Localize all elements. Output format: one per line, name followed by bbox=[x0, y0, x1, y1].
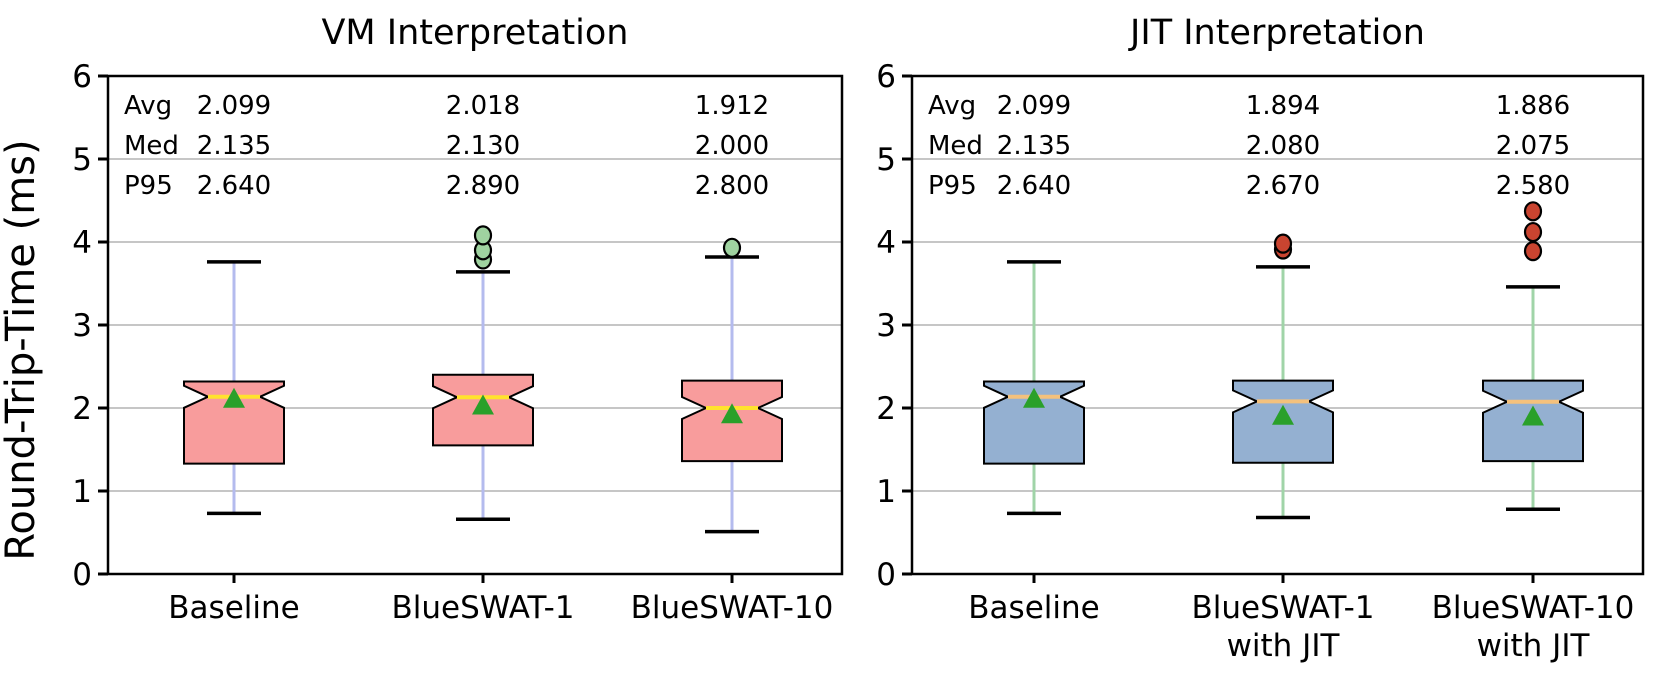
stats-value-avg: 1.894 bbox=[1246, 91, 1320, 121]
box bbox=[183, 380, 285, 465]
stats-row-label: P95 bbox=[124, 171, 173, 201]
y-tick-label: 5 bbox=[876, 142, 896, 178]
plot-border bbox=[910, 74, 1645, 576]
y-axis-label: Round-Trip-Time (ms) bbox=[0, 139, 44, 560]
outlier-point bbox=[1273, 233, 1293, 254]
mean-marker bbox=[1272, 404, 1294, 425]
panel-1: 0 1 2 3 4 5 6 JIT Interpretation Avg Med P95 Baseli… bbox=[876, 13, 1645, 664]
y-tick-label: 2 bbox=[876, 391, 896, 427]
stats-row-label: Avg bbox=[124, 91, 172, 121]
stats-value-p95: 2.640 bbox=[997, 171, 1071, 201]
mean-marker bbox=[1023, 387, 1045, 408]
x-tick-label: with JIT bbox=[1477, 628, 1591, 664]
stats-value-med: 2.075 bbox=[1496, 131, 1570, 161]
mean-marker bbox=[721, 403, 743, 424]
stats-row-label: P95 bbox=[928, 171, 977, 201]
x-tick-label: Baseline bbox=[168, 590, 299, 626]
stats-value-p95: 2.640 bbox=[197, 171, 271, 201]
x-tick-label: BlueSWAT-1 bbox=[1191, 590, 1374, 626]
stats-value-avg: 2.099 bbox=[997, 91, 1071, 121]
chart-title: VM Interpretation bbox=[321, 13, 628, 53]
panel-0: 0 1 2 3 4 5 6 VM Interpretation Round-Trip-Time … bbox=[0, 13, 844, 626]
outlier-point bbox=[1523, 201, 1543, 222]
y-tick-label: 1 bbox=[876, 474, 896, 510]
y-tick-label: 0 bbox=[876, 557, 896, 593]
stats-row-label: Avg bbox=[928, 91, 976, 121]
mean-marker bbox=[223, 387, 245, 408]
stats-value-p95: 2.800 bbox=[695, 171, 769, 201]
stats-value-p95: 2.670 bbox=[1246, 171, 1320, 201]
x-tick-label: BlueSWAT-1 bbox=[391, 590, 574, 626]
stats-row-label: Med bbox=[928, 131, 983, 161]
stats-value-med: 2.135 bbox=[197, 131, 271, 161]
stats-value-avg: 1.886 bbox=[1496, 91, 1570, 121]
outlier-point bbox=[1523, 241, 1543, 262]
stats-value-med: 2.080 bbox=[1246, 131, 1320, 161]
y-tick-label: 4 bbox=[72, 225, 92, 261]
mean-marker bbox=[1522, 405, 1544, 426]
stats-row-label: Med bbox=[124, 131, 179, 161]
stats-value-med: 2.130 bbox=[446, 131, 520, 161]
y-tick-label: 3 bbox=[876, 308, 896, 344]
stats-value-avg: 1.912 bbox=[695, 91, 769, 121]
box bbox=[983, 380, 1085, 465]
y-tick-label: 5 bbox=[72, 142, 92, 178]
outlier-point bbox=[722, 237, 742, 258]
stats-value-p95: 2.580 bbox=[1496, 171, 1570, 201]
mean-marker bbox=[472, 394, 494, 415]
y-tick-label: 6 bbox=[72, 59, 92, 95]
x-tick-label: BlueSWAT-10 bbox=[631, 590, 834, 626]
outlier-point bbox=[473, 225, 493, 246]
stats-value-avg: 2.018 bbox=[446, 91, 520, 121]
y-tick-label: 1 bbox=[72, 474, 92, 510]
outlier-point bbox=[1523, 221, 1543, 243]
y-tick-label: 6 bbox=[876, 59, 896, 95]
x-tick-label: BlueSWAT-10 bbox=[1432, 590, 1635, 626]
y-tick-label: 2 bbox=[72, 391, 92, 427]
y-tick-label: 3 bbox=[72, 308, 92, 344]
stats-value-p95: 2.890 bbox=[446, 171, 520, 201]
y-tick-label: 0 bbox=[72, 557, 92, 593]
stats-value-avg: 2.099 bbox=[197, 91, 271, 121]
stats-value-med: 2.135 bbox=[997, 131, 1071, 161]
chart-title: JIT Interpretation bbox=[1128, 13, 1425, 53]
x-tick-label: with JIT bbox=[1227, 628, 1341, 664]
plot-border bbox=[106, 74, 844, 576]
x-tick-label: Baseline bbox=[968, 590, 1099, 626]
stats-value-med: 2.000 bbox=[695, 131, 769, 161]
y-tick-label: 4 bbox=[876, 225, 896, 261]
